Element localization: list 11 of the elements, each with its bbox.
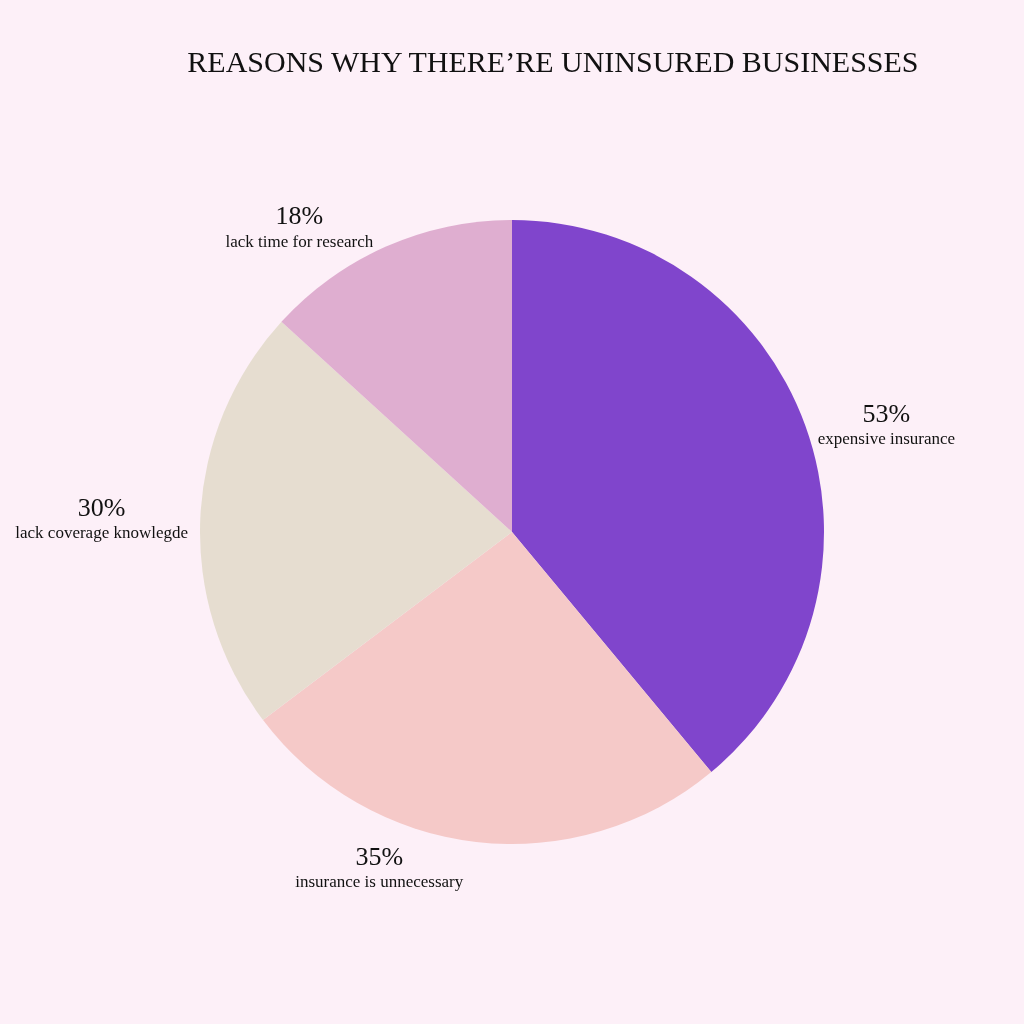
data-label: 53% — [862, 398, 911, 428]
pie-slice — [263, 532, 712, 844]
data-label: 30% — [77, 492, 126, 522]
data-label: 18% — [275, 201, 324, 231]
pie-slice — [200, 321, 512, 721]
slice-label: lack time for research — [225, 231, 374, 251]
slice-label: insurance is unnecessary — [295, 871, 464, 891]
data-label: 35% — [355, 841, 404, 871]
slice-label: lack coverage knowlegde — [15, 523, 189, 543]
chart-title: REASONS WHY THERE’RE UNINSURED BUSINESSES — [187, 45, 919, 79]
slice-label: expensive insurance — [817, 428, 956, 448]
